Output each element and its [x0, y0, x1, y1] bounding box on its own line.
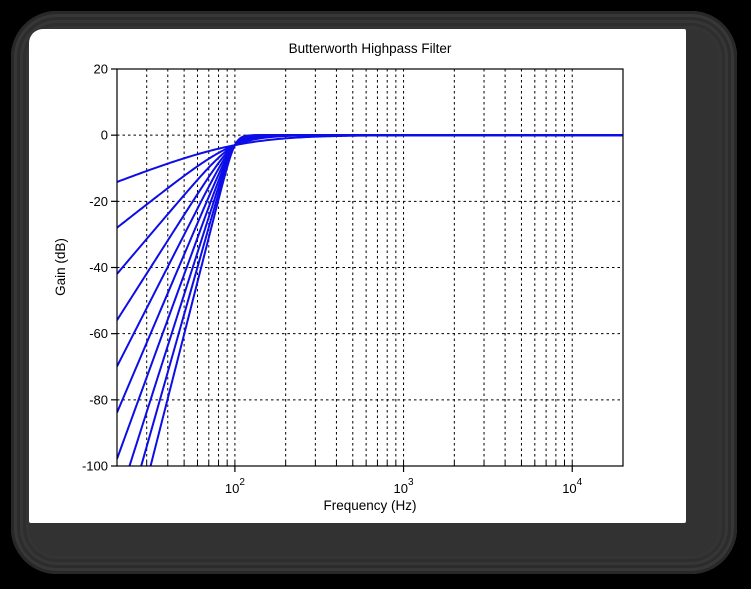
tick-labels: 20 0 -20 -40 -60 -80 -100 102 103 104: [82, 62, 583, 497]
y-tick-label: -20: [89, 194, 108, 209]
x-tick-label: 103: [394, 477, 414, 496]
chart-title: Butterworth Highpass Filter: [289, 41, 452, 56]
y-tick-label: -80: [89, 392, 108, 407]
x-axis-label: Frequency (Hz): [323, 498, 416, 513]
filter-response-curves: [117, 134, 623, 466]
y-tick-label: 0: [101, 128, 108, 143]
y-tick-label: -40: [89, 260, 108, 275]
window-frame: 20 0 -20 -40 -60 -80 -100 102 103 104 Butterworth…: [11, 11, 737, 574]
y-axis-label: Gain (dB): [53, 238, 68, 296]
y-tick-label: -60: [89, 326, 108, 341]
axes-box-and-ticks: [111, 68, 624, 472]
y-tick-label: 20: [94, 62, 108, 77]
bode-magnitude-chart: 20 0 -20 -40 -60 -80 -100 102 103 104 Butterworth…: [53, 41, 624, 513]
x-tick-label: 102: [225, 477, 245, 496]
y-tick-label: -100: [82, 459, 108, 474]
x-tick-label: 104: [562, 477, 582, 496]
figure-canvas: 20 0 -20 -40 -60 -80 -100 102 103 104 Butterworth…: [29, 29, 686, 523]
